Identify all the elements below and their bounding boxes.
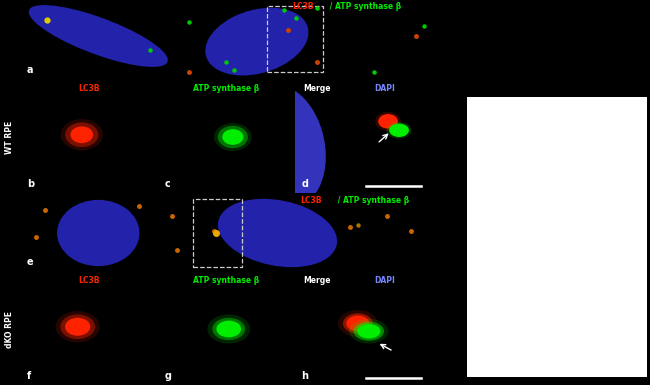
Text: c: c bbox=[164, 179, 170, 189]
Text: DAPI: DAPI bbox=[374, 84, 395, 93]
Ellipse shape bbox=[55, 311, 100, 342]
Ellipse shape bbox=[375, 112, 401, 131]
Text: h: h bbox=[302, 370, 309, 380]
Text: **: ** bbox=[551, 123, 564, 136]
Text: b: b bbox=[27, 179, 34, 189]
Ellipse shape bbox=[216, 321, 241, 337]
Text: g: g bbox=[164, 370, 171, 380]
Ellipse shape bbox=[205, 8, 309, 75]
Ellipse shape bbox=[358, 324, 380, 338]
Ellipse shape bbox=[222, 129, 244, 145]
Text: i: i bbox=[458, 86, 462, 96]
Ellipse shape bbox=[57, 200, 140, 266]
Text: dKO RPE: dKO RPE bbox=[5, 310, 14, 348]
Ellipse shape bbox=[338, 310, 378, 337]
Ellipse shape bbox=[346, 316, 369, 331]
Ellipse shape bbox=[70, 126, 93, 143]
Text: f: f bbox=[27, 370, 31, 380]
Ellipse shape bbox=[65, 318, 90, 336]
Ellipse shape bbox=[213, 318, 245, 340]
Text: ATP synthase β: ATP synthase β bbox=[193, 276, 259, 285]
Bar bbox=[575, 192, 619, 376]
Ellipse shape bbox=[214, 123, 252, 151]
Ellipse shape bbox=[60, 119, 103, 151]
Ellipse shape bbox=[207, 315, 250, 343]
Text: Merge: Merge bbox=[303, 84, 330, 93]
Y-axis label: Colocalization (%): Colocalization (%) bbox=[430, 190, 440, 284]
Text: / ATP synthase β: / ATP synthase β bbox=[327, 2, 401, 12]
Text: LC3B: LC3B bbox=[292, 2, 313, 12]
Ellipse shape bbox=[60, 315, 95, 339]
Ellipse shape bbox=[389, 124, 409, 137]
Text: LC3B: LC3B bbox=[78, 276, 99, 285]
Text: d: d bbox=[302, 179, 309, 189]
Ellipse shape bbox=[218, 199, 337, 267]
Ellipse shape bbox=[378, 114, 398, 129]
Ellipse shape bbox=[65, 122, 98, 147]
Text: / ATP synthase β: / ATP synthase β bbox=[335, 196, 410, 205]
Text: Merge: Merge bbox=[303, 276, 330, 285]
Text: ATP synthase β: ATP synthase β bbox=[193, 84, 259, 93]
Ellipse shape bbox=[343, 313, 372, 333]
Text: LC3B: LC3B bbox=[300, 196, 322, 205]
Text: a: a bbox=[26, 65, 32, 75]
Text: WT RPE: WT RPE bbox=[5, 121, 14, 154]
Text: LC3B: LC3B bbox=[78, 84, 99, 93]
Text: DAPI: DAPI bbox=[374, 276, 395, 285]
Ellipse shape bbox=[354, 322, 384, 341]
Ellipse shape bbox=[218, 126, 248, 148]
Ellipse shape bbox=[242, 85, 326, 207]
Bar bbox=[494, 287, 539, 376]
Text: e: e bbox=[26, 257, 32, 267]
Ellipse shape bbox=[387, 122, 411, 139]
Ellipse shape bbox=[29, 5, 168, 67]
Ellipse shape bbox=[349, 319, 389, 343]
